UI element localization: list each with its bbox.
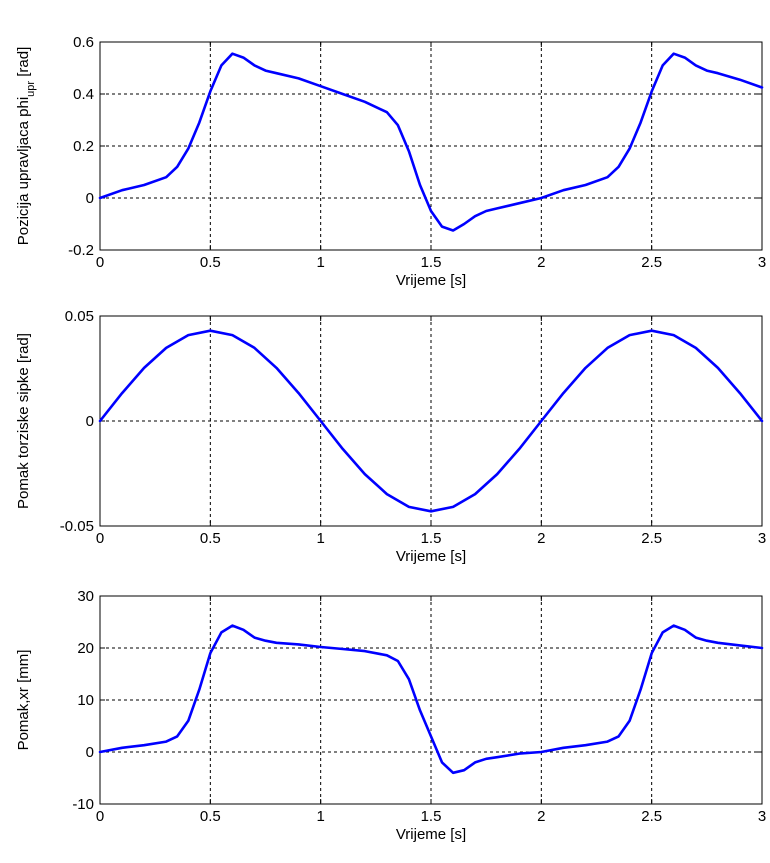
y-axis-label: Pozicija upravljaca phiupr [rad] [15, 47, 37, 246]
y-tick-label: 0 [86, 190, 94, 207]
x-tick-label: 2 [537, 808, 545, 825]
y-tick-label: -0.2 [68, 242, 94, 259]
x-axis-label: Vrijeme [s] [396, 548, 466, 565]
y-tick-label: 10 [77, 692, 94, 709]
x-tick-label: 2.5 [641, 530, 662, 547]
y-tick-label: -10 [72, 796, 94, 813]
series-line [98, 624, 764, 775]
x-tick-label: 3 [758, 254, 766, 271]
x-tick-label: 2.5 [641, 254, 662, 271]
x-axis-label: Vrijeme [s] [396, 826, 466, 843]
x-tick-label: 1.5 [421, 530, 442, 547]
y-axis-label: Pomak torziske sipke [rad] [15, 333, 32, 509]
x-tick-label: 1.5 [421, 808, 442, 825]
x-tick-label: 1 [316, 808, 324, 825]
y-tick-label: 0.4 [73, 86, 94, 103]
y-tick-label: -0.05 [60, 518, 94, 535]
x-tick-label: 1.5 [421, 254, 442, 271]
x-tick-label: 3 [758, 530, 766, 547]
series-line [98, 52, 764, 232]
x-axis-label: Vrijeme [s] [396, 272, 466, 289]
x-tick-label: 2 [537, 530, 545, 547]
x-tick-label: 0 [96, 808, 104, 825]
y-axis-label: Pomak,xr [mm] [15, 650, 32, 751]
x-tick-label: 3 [758, 808, 766, 825]
y-tick-label: 30 [77, 588, 94, 605]
x-tick-label: 2 [537, 254, 545, 271]
y-tick-label: 0.6 [73, 34, 94, 51]
y-tick-label: 0.2 [73, 138, 94, 155]
series-line [98, 329, 764, 513]
x-tick-label: 0 [96, 530, 104, 547]
x-tick-label: 0.5 [200, 808, 221, 825]
x-tick-label: 1 [316, 254, 324, 271]
x-tick-label: 1 [316, 530, 324, 547]
y-tick-label: 0 [86, 744, 94, 761]
x-tick-label: 0.5 [200, 530, 221, 547]
x-tick-label: 0 [96, 254, 104, 271]
x-tick-label: 0.5 [200, 254, 221, 271]
y-tick-label: 0.05 [65, 308, 94, 325]
y-tick-label: 20 [77, 640, 94, 657]
y-tick-label: 0 [86, 413, 94, 430]
x-tick-label: 2.5 [641, 808, 662, 825]
